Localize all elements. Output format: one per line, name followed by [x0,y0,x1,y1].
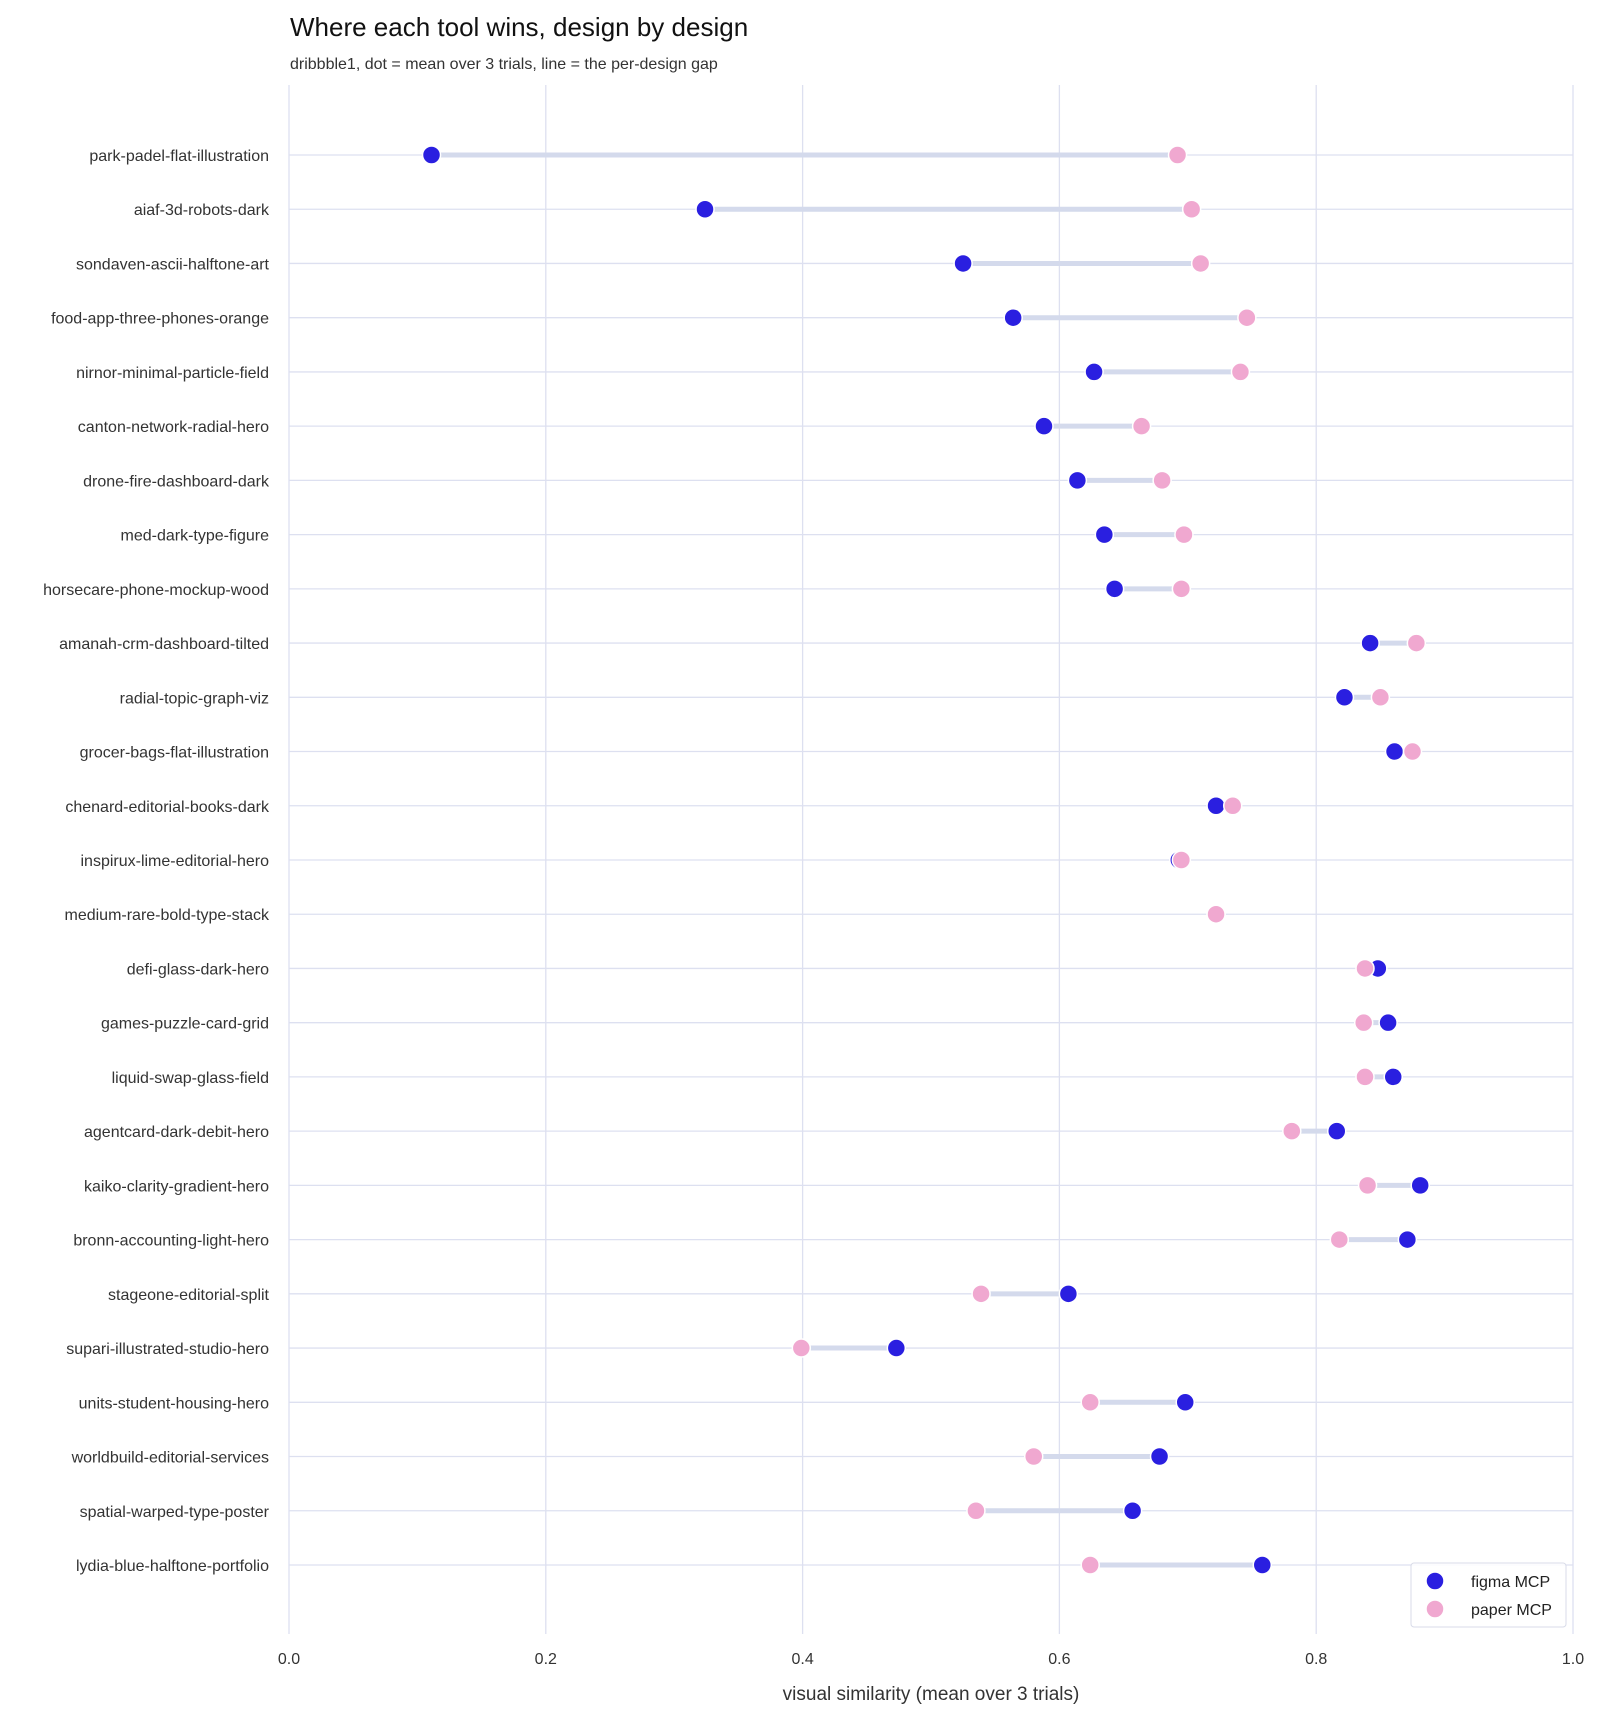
legend-marker-paper [1425,1599,1445,1619]
figma-point [1003,307,1023,328]
legend-box [1410,1562,1567,1628]
paper-point [1080,1392,1100,1413]
paper-point [1355,958,1375,979]
figma-point [1104,579,1125,599]
paper-point [1353,1012,1374,1033]
category-label: games-puzzle-card-grid [101,1016,269,1033]
paper-point [1406,633,1427,653]
figma-point [1094,524,1115,545]
category-label: chenard-editorial-books-dark [65,799,270,816]
paper-point [1190,253,1211,274]
category-label: drone-fire-dashboard-dark [83,473,270,490]
paper-point [1131,416,1152,436]
paper-point [1023,1446,1044,1467]
category-label: park-padel-flat-illustration [89,148,269,165]
category-label: medium-rare-bold-type-stack [64,907,270,924]
paper-point [971,1284,991,1304]
figma-point [1326,1121,1347,1141]
paper-point [1171,579,1192,599]
paper-point [1357,1175,1378,1196]
category-label: canton-network-radial-hero [78,419,269,436]
figma-point [886,1338,907,1358]
data-points [421,145,1430,1575]
figma-point [1397,1229,1418,1250]
category-label: defi-glass-dark-hero [127,961,269,978]
paper-point [1181,199,1202,219]
category-label: horsecare-phone-mockup-wood [43,582,269,599]
chart-subtitle: dribbble1, dot = mean over 3 trials, lin… [290,56,718,73]
category-label: food-app-three-phones-orange [51,311,269,328]
figma-point [1334,687,1355,708]
category-label: liquid-swap-glass-field [112,1070,269,1087]
category-label: stageone-editorial-split [108,1287,270,1304]
figma-point [1378,1012,1398,1033]
category-label: units-student-housing-hero [79,1395,269,1412]
category-label: worldbuild-editorial-services [71,1450,269,1467]
x-tick-label: 0.2 [535,1651,557,1668]
figma-point [1149,1446,1170,1467]
figma-point [421,145,442,165]
figma-point [1058,1284,1079,1304]
category-label: aiaf-3d-robots-dark [134,202,270,219]
paper-point [1222,796,1243,816]
x-tick-labels: 0.0 0.2 0.4 0.6 0.8 1.0 [278,1651,1584,1668]
figma-point [1067,470,1088,491]
figma-point [1384,741,1405,762]
grid-layer [288,85,1574,1634]
category-label: radial-topic-graph-viz [120,690,269,707]
legend-label-paper: paper MCP [1471,1602,1552,1619]
figma-point [695,199,715,219]
figma-point [1084,362,1104,382]
paper-point [966,1501,986,1521]
paper-point [1174,524,1194,545]
figma-point [1122,1501,1143,1521]
x-tick-label: 0.6 [1048,1651,1070,1668]
x-tick-label: 0.0 [278,1651,300,1668]
category-label: lydia-blue-halftone-portfolio [76,1558,269,1575]
figma-point [953,253,973,274]
figma-point [1383,1067,1403,1087]
figma-point [1034,416,1054,436]
paper-point [1329,1229,1350,1250]
legend-marker-figma [1425,1571,1445,1591]
category-label: agentcard-dark-debit-hero [84,1124,269,1141]
category-label: inspirux-lime-editorial-hero [80,853,269,870]
category-label: sondaven-ascii-halftone-art [76,256,270,273]
figma-point [1252,1555,1273,1575]
x-axis-label: visual similarity (mean over 3 trials) [783,1684,1080,1705]
paper-point [1355,1067,1375,1087]
category-label: med-dark-type-figure [121,528,270,545]
paper-point [1080,1555,1100,1575]
paper-point [1237,307,1257,328]
legend: figma MCP paper MCP [1410,1562,1567,1628]
category-label: nirnor-minimal-particle-field [76,365,269,382]
paper-point [1282,1121,1302,1141]
category-label: kaiko-clarity-gradient-hero [84,1178,269,1195]
figma-point [1410,1175,1430,1196]
paper-point [1152,470,1172,491]
paper-point [791,1338,812,1358]
paper-point [1402,741,1423,762]
legend-label-figma: figma MCP [1471,1574,1550,1591]
figma-point [1360,633,1380,653]
paper-point [1230,362,1251,382]
category-label: spatial-warped-type-poster [80,1504,270,1521]
category-label: grocer-bags-flat-illustration [80,745,269,762]
x-tick-label: 0.8 [1305,1651,1327,1668]
chart-title: Where each tool wins, design by design [290,12,749,42]
paper-point [1171,850,1192,870]
paper-point [1167,145,1188,165]
x-tick-label: 1.0 [1562,1651,1584,1668]
figma-point [1175,1392,1195,1413]
x-tick-label: 0.4 [791,1651,813,1668]
paper-point [1370,687,1391,708]
figma-point [1206,796,1226,816]
category-labels: park-padel-flat-illustration aiaf-3d-robo… [43,148,270,1575]
category-label: supari-illustrated-studio-hero [66,1341,269,1358]
paper-point [1206,904,1226,924]
category-label: bronn-accounting-light-hero [73,1233,269,1250]
category-label: amanah-crm-dashboard-tilted [59,636,269,653]
